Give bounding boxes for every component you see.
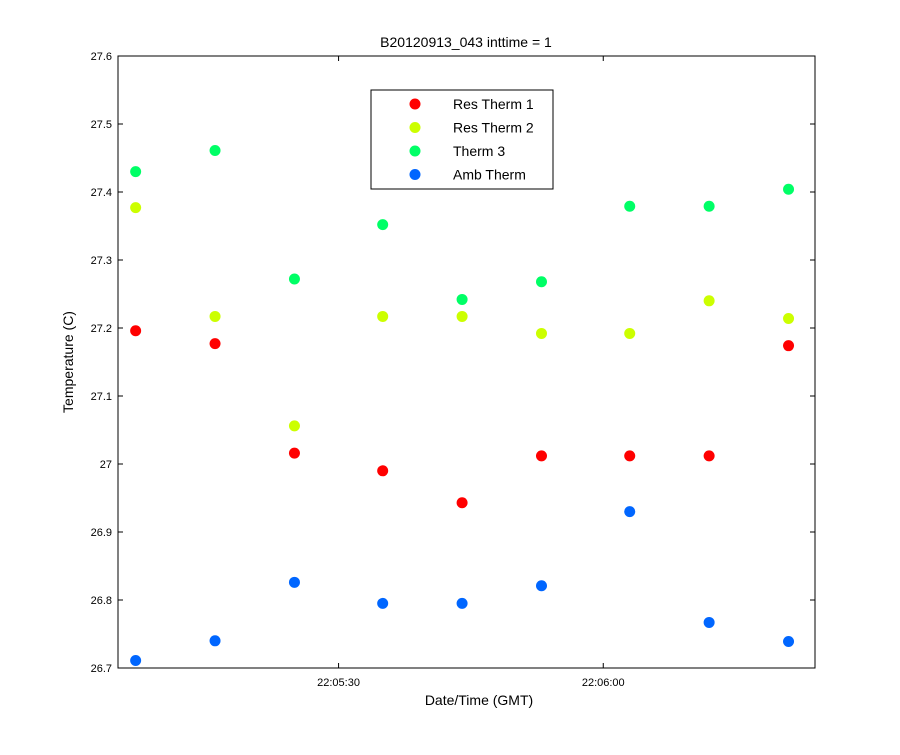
data-point	[209, 145, 221, 157]
data-point	[535, 327, 547, 339]
y-tick-label: 27.2	[91, 323, 112, 335]
chart-title: B20120913_043 inttime = 1	[380, 34, 552, 50]
data-point	[783, 312, 795, 324]
legend-marker	[409, 122, 421, 133]
data-point	[130, 325, 142, 337]
legend: Res Therm 1 Res Therm 2 Therm 3 Amb Therm	[370, 89, 554, 190]
y-tick-label: 26.8	[91, 595, 112, 607]
legend-label: Therm 3	[453, 143, 505, 159]
data-point	[624, 327, 636, 339]
data-point	[624, 506, 636, 518]
data-point	[535, 276, 547, 288]
data-point	[783, 183, 795, 195]
data-point	[624, 450, 636, 462]
data-point	[377, 597, 389, 609]
data-point	[288, 273, 300, 285]
y-tick-label: 26.7	[91, 663, 112, 675]
y-tick-label: 27.4	[91, 187, 112, 199]
legend-marker	[409, 145, 421, 157]
data-point	[288, 447, 300, 459]
data-point	[377, 310, 389, 322]
legend-label: Res Therm 2	[453, 120, 534, 136]
y-tick-label: 27.3	[91, 255, 112, 267]
data-point	[130, 655, 142, 667]
legend-marker	[409, 169, 421, 180]
data-point	[130, 166, 142, 178]
data-point	[288, 420, 300, 432]
data-point	[703, 616, 715, 628]
legend-marker	[409, 98, 421, 110]
x-axis-title: Date/Time (GMT)	[425, 692, 533, 708]
data-point	[456, 293, 468, 305]
data-point	[703, 450, 715, 462]
y-tick-label: 27	[100, 459, 112, 471]
axis-ticks: 26.7 26.8 26.9 27 27.1 27.2 27.3 27.4 27.5 27.6 22…	[91, 51, 815, 689]
data-point	[130, 202, 142, 214]
data-point	[456, 497, 468, 509]
data-points	[130, 145, 795, 667]
legend-label: Res Therm 1	[453, 96, 534, 112]
data-point	[377, 465, 389, 477]
legend-label: Amb Therm	[453, 167, 526, 183]
y-tick-label: 27.6	[91, 51, 112, 63]
y-tick-label: 27.5	[91, 119, 112, 131]
data-point	[377, 219, 389, 231]
y-tick-label: 27.1	[91, 391, 112, 403]
x-tick-label: 22:05:30	[317, 677, 360, 689]
data-point	[783, 635, 795, 647]
data-point	[703, 295, 715, 307]
data-point	[456, 597, 468, 609]
data-point	[535, 580, 547, 592]
legend-box	[370, 89, 554, 190]
data-point	[288, 576, 300, 588]
data-point	[535, 450, 547, 462]
y-tick-label: 26.9	[91, 527, 112, 539]
y-axis-title: Temperature (C)	[60, 311, 76, 413]
data-point	[209, 310, 221, 322]
data-point	[783, 340, 795, 352]
data-point	[456, 310, 468, 322]
data-point	[624, 200, 636, 212]
data-point	[703, 200, 715, 212]
data-point	[209, 338, 221, 350]
data-point	[209, 635, 221, 647]
x-tick-label: 22:06:00	[582, 677, 625, 689]
